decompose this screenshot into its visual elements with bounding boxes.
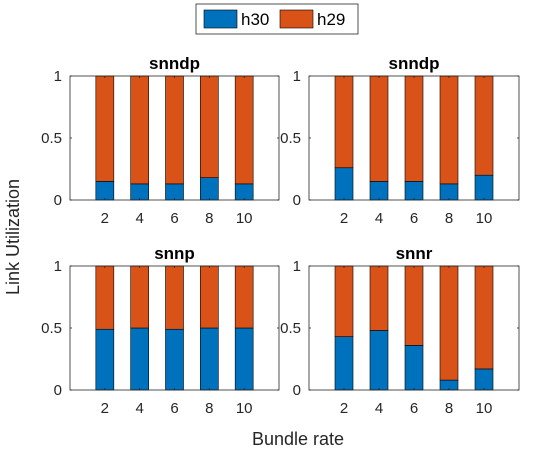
x-tick-label: 6 bbox=[170, 400, 178, 417]
x-tick-label: 2 bbox=[101, 400, 109, 417]
x-tick-label: 8 bbox=[445, 210, 453, 227]
y-tick-label: 1 bbox=[54, 258, 62, 275]
subplot-2: 2 4 6 8 10 0 0.5 1 snndp bbox=[280, 54, 520, 227]
bar-h30-6 bbox=[404, 181, 424, 201]
x-tick-label: 6 bbox=[410, 210, 418, 227]
bar-h30-4 bbox=[369, 330, 389, 391]
subplot-1: 2 4 6 8 10 0 0.5 1 snndp bbox=[41, 54, 280, 227]
y-tick-label: 0 bbox=[293, 382, 301, 399]
bar-h29-4 bbox=[369, 75, 389, 182]
bar-h30-2 bbox=[95, 181, 115, 201]
x-tick-label: 6 bbox=[170, 210, 178, 227]
x-tick-label: 2 bbox=[340, 210, 348, 227]
bar-h29-8 bbox=[200, 75, 219, 178]
bar-h30-6 bbox=[165, 183, 184, 201]
y-tick-label: 0.5 bbox=[280, 320, 301, 337]
bar-h30-8 bbox=[200, 327, 219, 391]
bar-h30-10 bbox=[234, 183, 254, 201]
bar-h30-10 bbox=[474, 174, 494, 201]
x-axis-label: Bundle rate bbox=[252, 429, 344, 449]
bar-h29-4 bbox=[130, 75, 149, 185]
bar-h29-4 bbox=[130, 265, 149, 329]
subplot-title: snnr bbox=[396, 244, 433, 263]
bar-h29-2 bbox=[95, 265, 115, 330]
x-tick-label: 4 bbox=[135, 400, 143, 417]
bar-h29-8 bbox=[200, 265, 219, 329]
y-tick-label: 0 bbox=[54, 192, 62, 209]
x-tick-label: 4 bbox=[375, 400, 383, 417]
bar-h30-8 bbox=[439, 183, 459, 201]
subplot-3: 2 4 6 8 10 0 0.5 1 snnp bbox=[41, 244, 280, 417]
y-tick-label: 1 bbox=[54, 68, 62, 85]
x-tick-label: 10 bbox=[236, 210, 253, 227]
x-tick-label: 10 bbox=[476, 400, 493, 417]
legend: h30 h29 bbox=[195, 3, 359, 35]
x-tick-label: 10 bbox=[476, 210, 493, 227]
legend-label-h29: h29 bbox=[317, 10, 345, 29]
x-tick-label: 2 bbox=[101, 210, 109, 227]
y-tick-label: 0.5 bbox=[41, 130, 62, 147]
y-tick-label: 0 bbox=[293, 192, 301, 209]
bar-h29-4 bbox=[369, 265, 389, 331]
bar-h29-8 bbox=[439, 75, 459, 185]
axes-box bbox=[308, 265, 520, 391]
x-tick-label: 4 bbox=[375, 210, 383, 227]
bar-h29-6 bbox=[165, 75, 184, 185]
bar-h30-2 bbox=[95, 328, 115, 391]
x-tick-label: 8 bbox=[205, 400, 213, 417]
bar-h29-10 bbox=[234, 265, 254, 329]
bar-h29-6 bbox=[404, 265, 424, 346]
y-tick-label: 1 bbox=[293, 68, 301, 85]
legend-swatch-h29 bbox=[279, 9, 314, 29]
bar-h29-8 bbox=[439, 265, 459, 381]
x-tick-label: 8 bbox=[445, 400, 453, 417]
bar-h29-6 bbox=[165, 265, 184, 330]
axes-box bbox=[69, 75, 280, 201]
x-tick-label: 4 bbox=[135, 210, 143, 227]
bar-h29-10 bbox=[474, 265, 494, 370]
bar-h29-10 bbox=[474, 75, 494, 176]
bar-h30-2 bbox=[334, 336, 354, 391]
y-tick-label: 0.5 bbox=[280, 130, 301, 147]
bar-h29-2 bbox=[334, 265, 354, 337]
bar-h30-8 bbox=[200, 177, 219, 201]
bar-h30-10 bbox=[234, 327, 254, 391]
y-tick-label: 0.5 bbox=[41, 320, 62, 337]
axes-box bbox=[308, 75, 520, 201]
x-tick-label: 2 bbox=[340, 400, 348, 417]
bar-h29-2 bbox=[334, 75, 354, 169]
subplot-title: snndp bbox=[149, 54, 200, 73]
legend-swatch-h30 bbox=[203, 9, 238, 29]
subplot-title: snnp bbox=[154, 244, 195, 263]
x-tick-label: 6 bbox=[410, 400, 418, 417]
bar-h29-2 bbox=[95, 75, 115, 182]
subplot-4: 2 4 6 8 10 0 0.5 1 snnr bbox=[280, 244, 520, 417]
bar-h29-6 bbox=[404, 75, 424, 182]
bar-h30-4 bbox=[130, 327, 149, 391]
bar-h30-2 bbox=[334, 167, 354, 201]
x-tick-label: 8 bbox=[205, 210, 213, 227]
bar-h29-10 bbox=[234, 75, 254, 185]
bar-h30-6 bbox=[404, 345, 424, 391]
y-tick-label: 1 bbox=[293, 258, 301, 275]
subplot-title: snndp bbox=[389, 54, 440, 73]
y-tick-label: 0 bbox=[54, 382, 62, 399]
legend-label-h30: h30 bbox=[241, 10, 269, 29]
y-axis-label: Link Utilization bbox=[3, 179, 23, 295]
axes-box bbox=[69, 265, 280, 391]
bar-h30-10 bbox=[474, 368, 494, 391]
bar-h30-6 bbox=[165, 328, 184, 391]
bar-h30-4 bbox=[369, 181, 389, 201]
x-tick-label: 10 bbox=[236, 400, 253, 417]
bar-h30-4 bbox=[130, 183, 149, 201]
